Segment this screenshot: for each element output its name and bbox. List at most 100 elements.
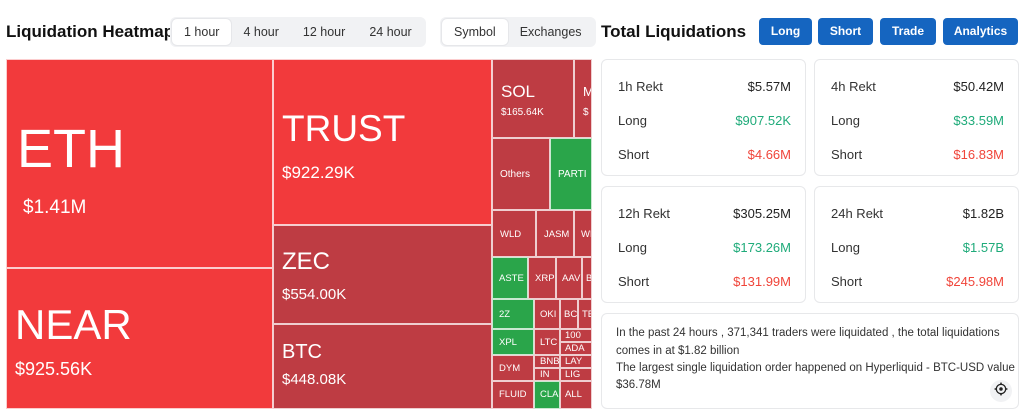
tile-symbol: PARTI: [558, 169, 587, 180]
time-range-selector: 1 hour 4 hour 12 hour 24 hour: [170, 17, 426, 47]
tile-symbol: M: [583, 84, 591, 99]
card-label: 24h Rekt: [831, 206, 884, 221]
summary-line: In the past 24 hours , 371,341 traders w…: [616, 327, 1000, 339]
tile-value: $: [583, 107, 589, 118]
tile-symbol: DYM: [499, 363, 521, 374]
heatmap-tile[interactable]: LTC: [534, 329, 560, 355]
rekt-card-12h: 12h Rekt $305.25M Long $173.26M Short $131.…: [601, 186, 806, 303]
tile-symbol: ADA: [565, 343, 585, 354]
tile-symbol: LTC: [540, 337, 558, 348]
mode-option-exchanges[interactable]: Exchanges: [519, 25, 582, 39]
tile-symbol: Others: [500, 169, 531, 180]
heatmap-tile[interactable]: LAY: [560, 355, 592, 368]
liquidation-summary: In the past 24 hours , 371,341 traders w…: [601, 313, 1019, 409]
heatmap-tile[interactable]: LIG: [560, 368, 592, 381]
heatmap-tile[interactable]: ASTE: [492, 257, 528, 299]
time-option-4h[interactable]: 4 hour: [243, 25, 279, 39]
tile-value: $925.56K: [15, 359, 93, 379]
card-label: 12h Rekt: [618, 206, 671, 221]
summary-line: The largest single liquidation order hap…: [616, 362, 1015, 374]
heatmap-tile[interactable]: NEAR $925.56K: [6, 268, 273, 409]
long-label: Long: [618, 240, 647, 255]
card-total: $50.42M: [953, 79, 1004, 94]
short-button[interactable]: Short: [818, 18, 873, 45]
tile-symbol: TRUST: [282, 108, 406, 149]
heatmap-tile[interactable]: ETH $1.41M: [6, 59, 273, 268]
tile-symbol: ALL: [565, 389, 582, 400]
trade-button[interactable]: Trade: [880, 18, 936, 45]
tile-symbol: AAV: [562, 273, 581, 284]
short-label: Short: [618, 147, 650, 162]
heatmap-tile[interactable]: M $: [574, 59, 592, 138]
rekt-card-4h: 4h Rekt $50.42M Long $33.59M Short $16.83M: [814, 59, 1019, 176]
mode-option-symbol[interactable]: Symbol: [442, 19, 508, 45]
card-label: 4h Rekt: [831, 79, 876, 94]
tile-symbol: BNB: [540, 356, 560, 367]
heatmap-tile[interactable]: DYM: [492, 355, 534, 381]
short-label: Short: [618, 274, 650, 289]
heatmap-tile[interactable]: BC: [560, 299, 578, 329]
rekt-card-1h: 1h Rekt $5.57M Long $907.52K Short $4.66M: [601, 59, 806, 176]
long-label: Long: [618, 113, 647, 128]
heatmap-title: Liquidation Heatmap: [6, 22, 175, 41]
tile-symbol: BTC: [282, 341, 322, 363]
tile-value: $922.29K: [282, 163, 355, 182]
heatmap-tile[interactable]: 2Z: [492, 299, 534, 329]
heatmap-tile[interactable]: ALL: [560, 381, 592, 409]
card-total: $5.57M: [747, 79, 791, 94]
short-value: $131.99M: [733, 274, 791, 289]
heatmap-tile[interactable]: PARTI: [550, 138, 592, 210]
time-option-24h[interactable]: 24 hour: [369, 25, 412, 39]
tile-value: $165.64K: [501, 107, 544, 118]
tile-value: $554.00K: [282, 286, 347, 303]
heatmap-tile[interactable]: Others: [492, 138, 550, 210]
heatmap-tile[interactable]: TRUST $922.29K: [273, 59, 492, 225]
tile-value: $1.41M: [23, 197, 87, 218]
heatmap-tile[interactable]: WLD: [492, 210, 536, 257]
mode-selector: Symbol Exchanges: [440, 17, 596, 47]
heatmap-tile[interactable]: IN: [534, 368, 560, 381]
tile-symbol: WLD: [500, 229, 522, 240]
long-value: $33.59M: [953, 113, 1004, 128]
heatmap-tile[interactable]: ADA: [560, 342, 592, 355]
time-option-1h[interactable]: 1 hour: [172, 19, 232, 45]
tile-symbol: XPL: [499, 337, 517, 348]
tile-symbol: CLA: [540, 389, 559, 400]
heatmap-tile[interactable]: 100: [560, 329, 592, 342]
heatmap-tile[interactable]: BNB: [534, 355, 560, 368]
heatmap-tile[interactable]: JASM: [536, 210, 574, 257]
card-total: $1.82B: [962, 206, 1004, 221]
gear-icon: [994, 382, 1008, 401]
heatmap-tile[interactable]: TE: [578, 299, 592, 329]
heatmap-tile[interactable]: SOL $165.64K: [492, 59, 574, 138]
short-value: $16.83M: [953, 147, 1004, 162]
long-value: $173.26M: [733, 240, 791, 255]
heatmap-tile[interactable]: XRP: [528, 257, 556, 299]
long-button[interactable]: Long: [759, 18, 812, 45]
tile-symbol: SOL: [501, 82, 536, 101]
heatmap-tile[interactable]: FLUID: [492, 381, 534, 409]
heatmap-tile[interactable]: B: [582, 257, 592, 299]
tile-symbol: ETH: [17, 119, 125, 179]
heatmap-tile[interactable]: OKI: [534, 299, 560, 329]
tile-symbol: XRP: [535, 273, 555, 284]
settings-button[interactable]: [990, 380, 1012, 402]
heatmap-tile[interactable]: CLA: [534, 381, 560, 409]
long-value: $907.52K: [735, 113, 791, 128]
analytics-button[interactable]: Analytics: [943, 18, 1018, 45]
tile-symbol: OKI: [540, 309, 557, 320]
heatmap-tile[interactable]: XPL: [492, 329, 534, 355]
heatmap-tile[interactable]: BTC $448.08K: [273, 324, 492, 409]
tile-symbol: 2Z: [499, 309, 511, 320]
total-liquidations-title: Total Liquidations: [601, 22, 747, 41]
heatmap-tile[interactable]: ZEC $554.00K: [273, 225, 492, 324]
summary-line: $36.78M: [616, 379, 661, 391]
tile-symbol: NEAR: [15, 301, 132, 348]
long-value: $1.57B: [962, 240, 1004, 255]
heatmap-tile[interactable]: AAV: [556, 257, 582, 299]
tile-symbol: BC: [564, 309, 578, 320]
short-value: $4.66M: [747, 147, 791, 162]
time-option-12h[interactable]: 12 hour: [302, 25, 346, 39]
heatmap-tile[interactable]: WL: [574, 210, 592, 257]
short-label: Short: [831, 147, 863, 162]
